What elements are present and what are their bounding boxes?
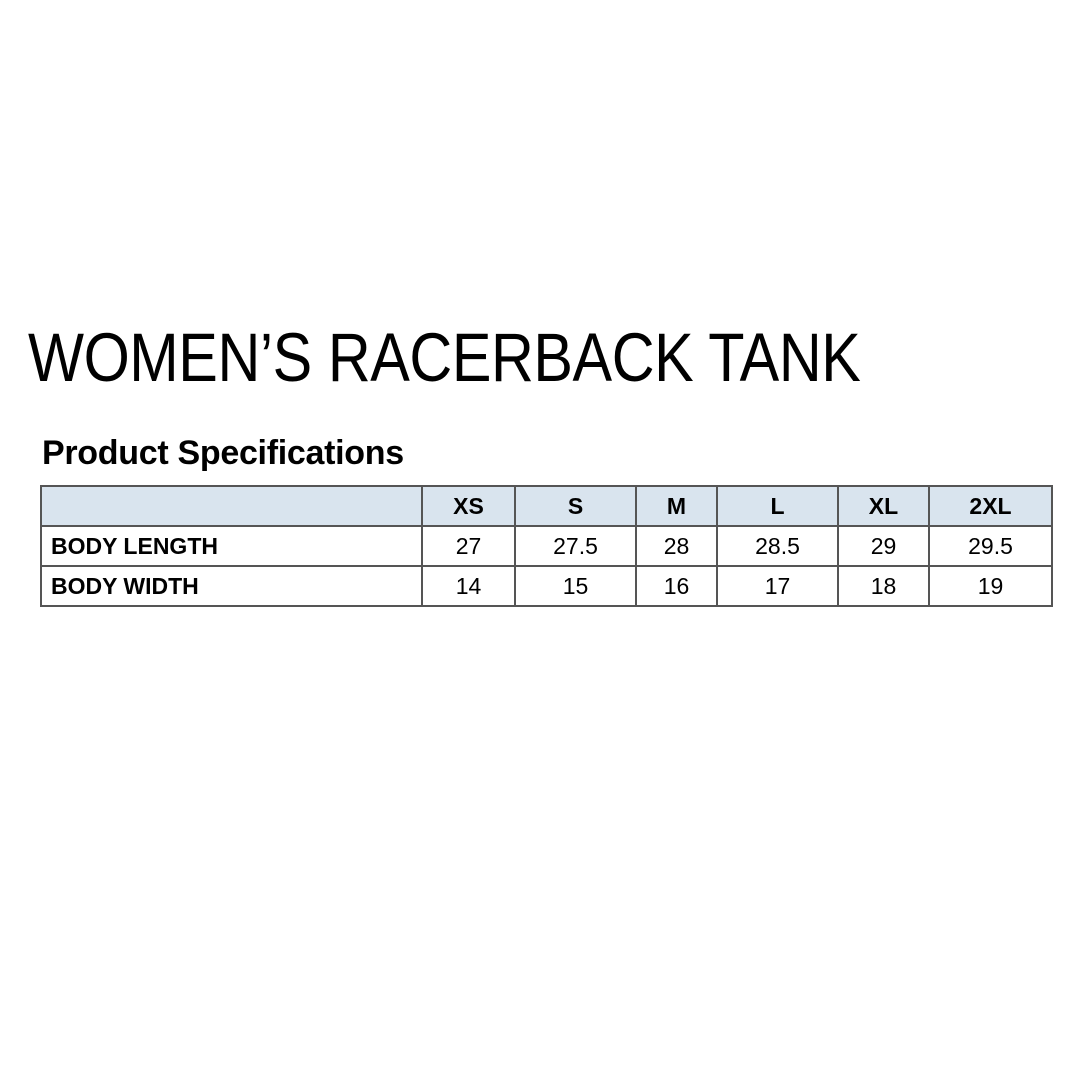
header-cell-2xl: 2XL [928,485,1053,527]
table-row: BODY WIDTH 14 15 16 17 18 19 [40,565,1053,607]
table-cell: 29.5 [928,525,1053,567]
header-cell-m: M [635,485,718,527]
size-chart-table: XS S M L XL 2XL BODY LENGTH 27 27.5 28 2… [40,485,1053,607]
table-row: BODY LENGTH 27 27.5 28 28.5 29 29.5 [40,525,1053,567]
table-cell: 16 [635,565,718,607]
table-cell: 28.5 [716,525,839,567]
header-cell-xl: XL [837,485,930,527]
table-cell: 27 [421,525,516,567]
table-header-row: XS S M L XL 2XL [40,485,1053,527]
table-cell: 27.5 [514,525,637,567]
table-cell: 17 [716,565,839,607]
header-cell-xs: XS [421,485,516,527]
table-cell: 28 [635,525,718,567]
header-cell-l: L [716,485,839,527]
table-cell: 18 [837,565,930,607]
page-title: WOMEN’S RACERBACK TANK [28,319,861,396]
header-cell-empty [40,485,423,527]
row-label: BODY WIDTH [40,565,423,607]
table-cell: 29 [837,525,930,567]
header-cell-s: S [514,485,637,527]
table-cell: 14 [421,565,516,607]
table-cell: 15 [514,565,637,607]
row-label: BODY LENGTH [40,525,423,567]
table-cell: 19 [928,565,1053,607]
section-heading: Product Specifications [42,434,404,472]
